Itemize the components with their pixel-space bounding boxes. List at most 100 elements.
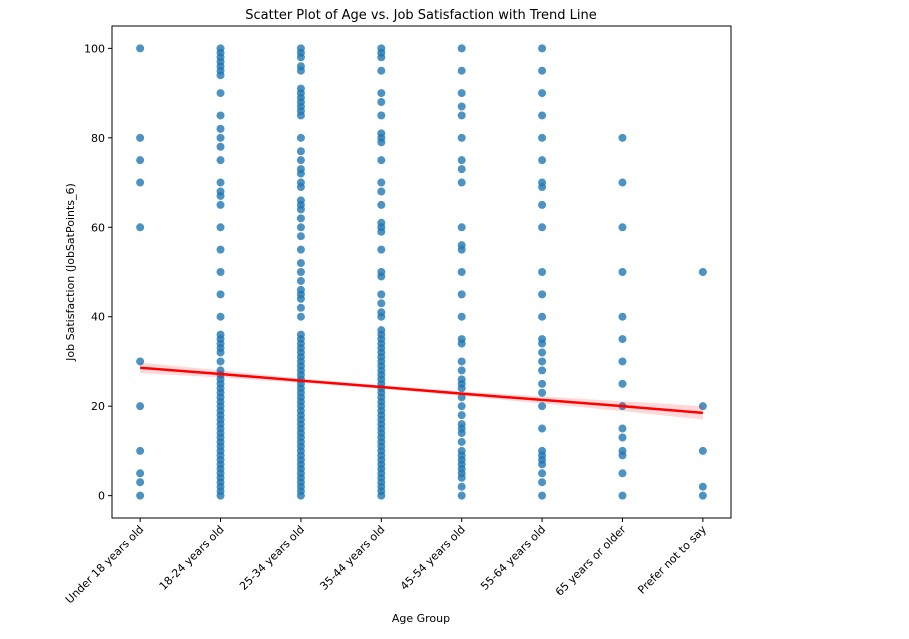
x-tick-label: 35-44 years old xyxy=(317,523,387,593)
x-tick-label: Prefer not to say xyxy=(635,523,709,597)
point xyxy=(377,66,386,75)
point xyxy=(457,66,466,75)
point xyxy=(538,366,547,375)
point xyxy=(538,478,547,487)
point xyxy=(457,429,466,438)
point xyxy=(377,491,386,500)
point xyxy=(618,491,627,500)
point xyxy=(618,178,627,187)
point xyxy=(538,339,547,348)
point xyxy=(377,312,386,321)
point xyxy=(296,133,305,142)
point xyxy=(538,348,547,357)
y-tick-label: 20 xyxy=(91,400,105,413)
point xyxy=(618,268,627,276)
y-tick-label: 80 xyxy=(91,132,105,145)
point xyxy=(457,133,466,142)
point xyxy=(618,451,627,460)
point xyxy=(457,402,466,411)
point xyxy=(457,165,466,174)
y-tick-label: 0 xyxy=(98,490,105,503)
point xyxy=(457,245,466,254)
point xyxy=(136,44,145,53)
x-tick-label: 45-54 years old xyxy=(398,523,468,593)
point xyxy=(538,469,547,478)
point xyxy=(457,437,466,446)
point xyxy=(538,223,547,232)
point xyxy=(457,411,466,420)
point xyxy=(457,111,466,120)
point xyxy=(216,200,225,209)
point xyxy=(377,272,386,281)
point xyxy=(457,312,466,321)
point xyxy=(538,290,547,299)
point xyxy=(136,469,145,478)
point xyxy=(377,227,386,236)
point xyxy=(377,111,386,120)
point xyxy=(538,388,547,397)
point xyxy=(457,357,466,366)
point xyxy=(216,71,225,80)
point xyxy=(538,200,547,209)
point xyxy=(538,156,547,165)
point xyxy=(296,111,305,120)
point xyxy=(457,473,466,482)
point xyxy=(296,53,305,62)
point xyxy=(377,200,386,209)
point xyxy=(216,111,225,120)
point xyxy=(538,379,547,388)
point xyxy=(377,178,386,187)
point xyxy=(457,102,466,111)
point xyxy=(618,433,627,442)
point xyxy=(457,482,466,491)
point xyxy=(538,66,547,75)
point xyxy=(457,89,466,98)
point xyxy=(216,348,225,357)
point xyxy=(698,482,707,491)
x-tick-label: 55-64 years old xyxy=(478,523,548,593)
point xyxy=(377,89,386,98)
point xyxy=(296,183,305,192)
point xyxy=(618,335,627,344)
point xyxy=(457,290,466,299)
point xyxy=(457,44,466,53)
point xyxy=(377,138,386,147)
point xyxy=(296,147,305,156)
point xyxy=(618,424,627,433)
point xyxy=(457,223,466,232)
point xyxy=(216,191,225,200)
point xyxy=(538,357,547,366)
point xyxy=(296,232,305,241)
point xyxy=(618,469,627,478)
x-tick-label: 65 years or older xyxy=(553,523,629,599)
point xyxy=(538,312,547,321)
point xyxy=(457,366,466,375)
point xyxy=(296,245,305,254)
point xyxy=(618,312,627,321)
point xyxy=(377,299,386,308)
point xyxy=(216,133,225,142)
point xyxy=(216,312,225,321)
point xyxy=(377,245,386,254)
point xyxy=(216,268,225,276)
point xyxy=(538,268,547,276)
point xyxy=(136,357,145,366)
point xyxy=(216,223,225,232)
point xyxy=(618,223,627,232)
point xyxy=(457,268,466,276)
point xyxy=(698,268,707,276)
x-axis-label: Age Group xyxy=(392,612,450,625)
point xyxy=(216,357,225,366)
point xyxy=(296,312,305,321)
point xyxy=(216,142,225,151)
point xyxy=(296,294,305,303)
x-tick-label: 25-34 years old xyxy=(237,523,307,593)
point xyxy=(538,424,547,433)
point xyxy=(377,187,386,196)
point xyxy=(216,491,225,500)
point xyxy=(296,66,305,75)
point xyxy=(698,491,707,500)
point xyxy=(296,169,305,178)
y-tick-label: 60 xyxy=(91,221,105,234)
